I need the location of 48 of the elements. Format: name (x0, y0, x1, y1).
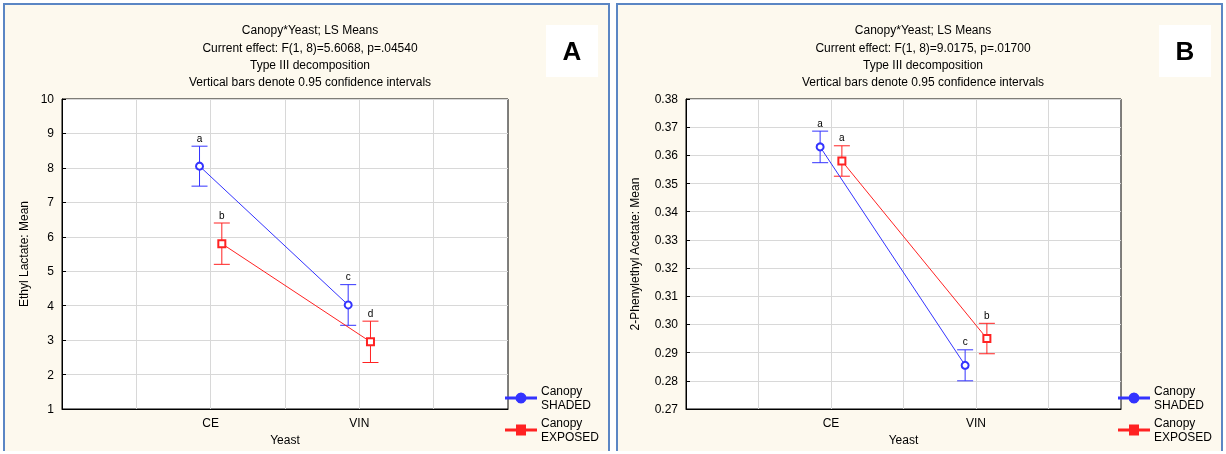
chart-subtitle: Current effect: F(1, 8)=5.6068, p=.04540 Type III decomposition Vertical bars denote 0.95 confidence intervals (188, 40, 432, 89)
annotation: b (984, 309, 991, 321)
y-tick-label: 0.31 (654, 289, 679, 304)
annotation: b (219, 209, 226, 221)
annotation: c (345, 271, 351, 283)
y-tick-label: 8 (47, 160, 55, 175)
chart-title: Canopy*Yeast; LS Means (241, 23, 379, 37)
text: B (1175, 36, 1195, 66)
x-tick-label: VIN (349, 416, 370, 430)
y-tick-label: 0.27 (654, 402, 679, 416)
annotation: a (817, 117, 824, 129)
annotation: a (196, 132, 203, 144)
text: A (562, 36, 582, 66)
y-tick-label: 0.35 (654, 176, 679, 191)
y-tick-label: 3 (47, 333, 55, 348)
y-tick-label: 7 (47, 195, 55, 210)
y-tick-label: 0.29 (654, 345, 679, 360)
annotation: c (962, 336, 968, 348)
legend-label: Canopy SHADED (1154, 384, 1205, 412)
y-tick-label: 4 (47, 298, 55, 313)
x-axis-title: Yeast (270, 433, 301, 447)
y-tick-label: 10 (40, 92, 55, 106)
y-tick-label: 0.36 (654, 148, 679, 163)
y-tick-label: 5 (47, 264, 55, 279)
annotation: a (839, 132, 846, 144)
x-tick-label: CE (202, 416, 219, 430)
y-tick-label: 6 (47, 229, 55, 244)
y-axis-title: 2-Phenylethyl Acetate: Mean (628, 177, 642, 331)
y-tick-label: 0.28 (654, 373, 679, 388)
legend-label: Canopy SHADED (541, 384, 592, 412)
legend-label: Canopy EXPOSED (1154, 416, 1213, 444)
y-tick-label: 1 (47, 402, 55, 416)
y-tick-label: 0.30 (654, 317, 679, 332)
y-tick-label: 9 (47, 126, 55, 141)
annotation: d (367, 307, 374, 319)
chart-subtitle: Current effect: F(1, 8)=9.0175, p=.01700 Type III decomposition Vertical bars denote 0.95 confidence intervals (801, 40, 1045, 89)
y-tick-label: 0.38 (654, 92, 679, 106)
y-tick-label: 0.32 (654, 261, 679, 276)
legend-label: Canopy EXPOSED (541, 416, 600, 444)
y-tick-label: 2 (47, 367, 55, 382)
y-tick-label: 0.33 (654, 232, 679, 247)
x-axis-title: Yeast (888, 433, 919, 447)
chart-title: Canopy*Yeast; LS Means (854, 23, 992, 37)
y-tick-label: 0.34 (654, 204, 679, 219)
y-tick-label: 0.37 (654, 120, 679, 135)
x-tick-label: VIN (965, 416, 987, 430)
y-axis-title: Ethyl Lactate: Mean (16, 200, 31, 308)
x-tick-label: CE (822, 416, 840, 430)
